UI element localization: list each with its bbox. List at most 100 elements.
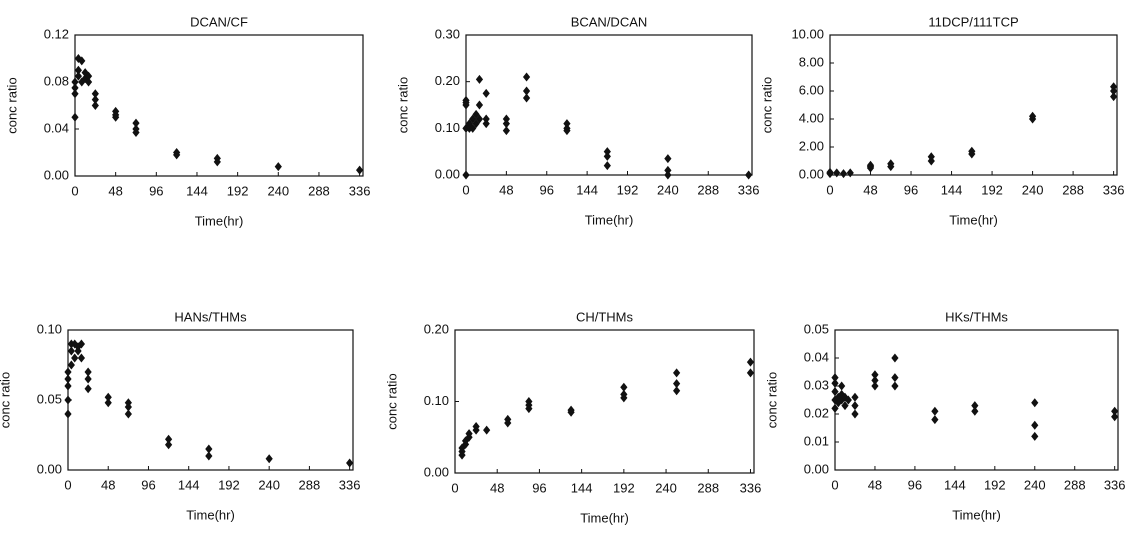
data-point <box>71 77 79 87</box>
data-point <box>831 373 839 383</box>
data-point <box>664 154 672 164</box>
y-axis-label: conc ratio <box>759 77 774 133</box>
data-point <box>1111 412 1119 422</box>
x-tick-label: 48 <box>499 182 513 197</box>
plot-frame <box>834 329 1119 471</box>
chart-title: HKs/THMs <box>945 309 1008 324</box>
x-axis-label: Time(hr) <box>949 212 998 227</box>
x-tick-label: 192 <box>227 183 249 198</box>
x-tick-label: 0 <box>826 182 833 197</box>
data-point <box>968 146 976 156</box>
data-point <box>64 409 72 419</box>
data-point <box>603 147 611 157</box>
y-tick-label: 0.30 <box>435 26 460 41</box>
y-tick-label: 4.00 <box>799 110 824 125</box>
y-tick-label: 0.12 <box>44 26 69 41</box>
y-tick-label: 0.00 <box>44 167 69 182</box>
x-tick-label: 192 <box>617 182 639 197</box>
data-point <box>826 167 834 177</box>
data-point <box>482 114 490 124</box>
data-point <box>475 114 484 124</box>
x-tick-label: 336 <box>740 480 762 495</box>
x-tick-label: 96 <box>540 182 554 197</box>
data-point <box>851 392 859 402</box>
data-point <box>67 360 75 370</box>
y-tick-label: 0.10 <box>424 393 449 408</box>
x-tick-label: 0 <box>64 477 71 492</box>
data-point <box>603 161 611 171</box>
data-point <box>841 401 849 411</box>
data-point <box>472 422 480 432</box>
data-point <box>74 71 82 81</box>
y-tick-label: 0.00 <box>799 166 824 181</box>
data-point <box>1031 398 1039 408</box>
data-point <box>104 392 112 402</box>
data-point <box>522 93 531 103</box>
x-tick-label: 48 <box>490 480 504 495</box>
data-point <box>356 165 364 175</box>
y-tick-label: 0.02 <box>804 405 829 420</box>
chart-title: HANs/THMs <box>174 309 247 324</box>
x-tick-label: 288 <box>308 183 330 198</box>
data-point <box>462 170 470 180</box>
y-axis-label: conc ratio <box>4 77 19 133</box>
x-tick-label: 0 <box>451 480 458 495</box>
data-point <box>132 128 140 138</box>
data-point <box>1028 111 1037 121</box>
data-point <box>620 389 628 399</box>
data-point <box>525 397 533 406</box>
x-tick-label: 240 <box>1024 477 1046 492</box>
data-point <box>64 395 72 405</box>
x-tick-label: 144 <box>186 183 208 198</box>
y-tick-label: 0.10 <box>37 321 62 336</box>
data-point <box>831 378 839 388</box>
plot-frame <box>454 329 755 474</box>
data-point <box>462 98 470 108</box>
data-point <box>164 434 173 444</box>
data-point <box>927 152 935 162</box>
data-point <box>844 395 852 405</box>
x-tick-label: 96 <box>149 183 163 198</box>
data-point <box>78 56 86 66</box>
y-tick-label: 0.00 <box>435 166 460 181</box>
data-point <box>1031 431 1039 441</box>
chart-title: CH/THMs <box>576 309 634 324</box>
x-tick-label: 192 <box>984 477 1006 492</box>
data-point <box>91 89 99 99</box>
x-tick-label: 144 <box>576 182 598 197</box>
data-point <box>931 406 939 416</box>
data-point <box>274 162 282 172</box>
x-tick-label: 240 <box>258 477 280 492</box>
x-tick-label: 240 <box>655 480 677 495</box>
data-point <box>265 454 273 464</box>
x-tick-label: 240 <box>657 182 679 197</box>
data-point <box>567 405 575 415</box>
plot-frame <box>829 34 1118 176</box>
data-point <box>346 458 354 468</box>
data-point <box>833 168 841 178</box>
data-point <box>71 83 79 93</box>
data-point <box>173 150 181 160</box>
y-tick-label: 0.01 <box>804 433 829 448</box>
data-point <box>891 373 899 383</box>
data-point <box>64 374 72 384</box>
data-point <box>838 381 846 391</box>
data-point <box>77 353 86 363</box>
x-tick-label: 144 <box>571 480 593 495</box>
data-point <box>502 126 510 136</box>
data-point <box>77 339 86 349</box>
data-point <box>469 123 477 133</box>
x-tick-label: 192 <box>981 182 1003 197</box>
data-point <box>838 389 846 399</box>
x-tick-label: 336 <box>1104 477 1126 492</box>
x-tick-label: 240 <box>267 183 289 198</box>
y-axis-label: conc ratio <box>0 372 12 428</box>
x-tick-label: 336 <box>349 183 371 198</box>
chart-title: DCAN/CF <box>190 14 248 29</box>
y-tick-label: 0.00 <box>804 461 829 476</box>
data-point <box>104 398 112 408</box>
data-point <box>1110 92 1118 102</box>
x-tick-label: 144 <box>941 182 963 197</box>
data-point <box>64 367 72 377</box>
x-axis-label: Time(hr) <box>195 213 244 228</box>
